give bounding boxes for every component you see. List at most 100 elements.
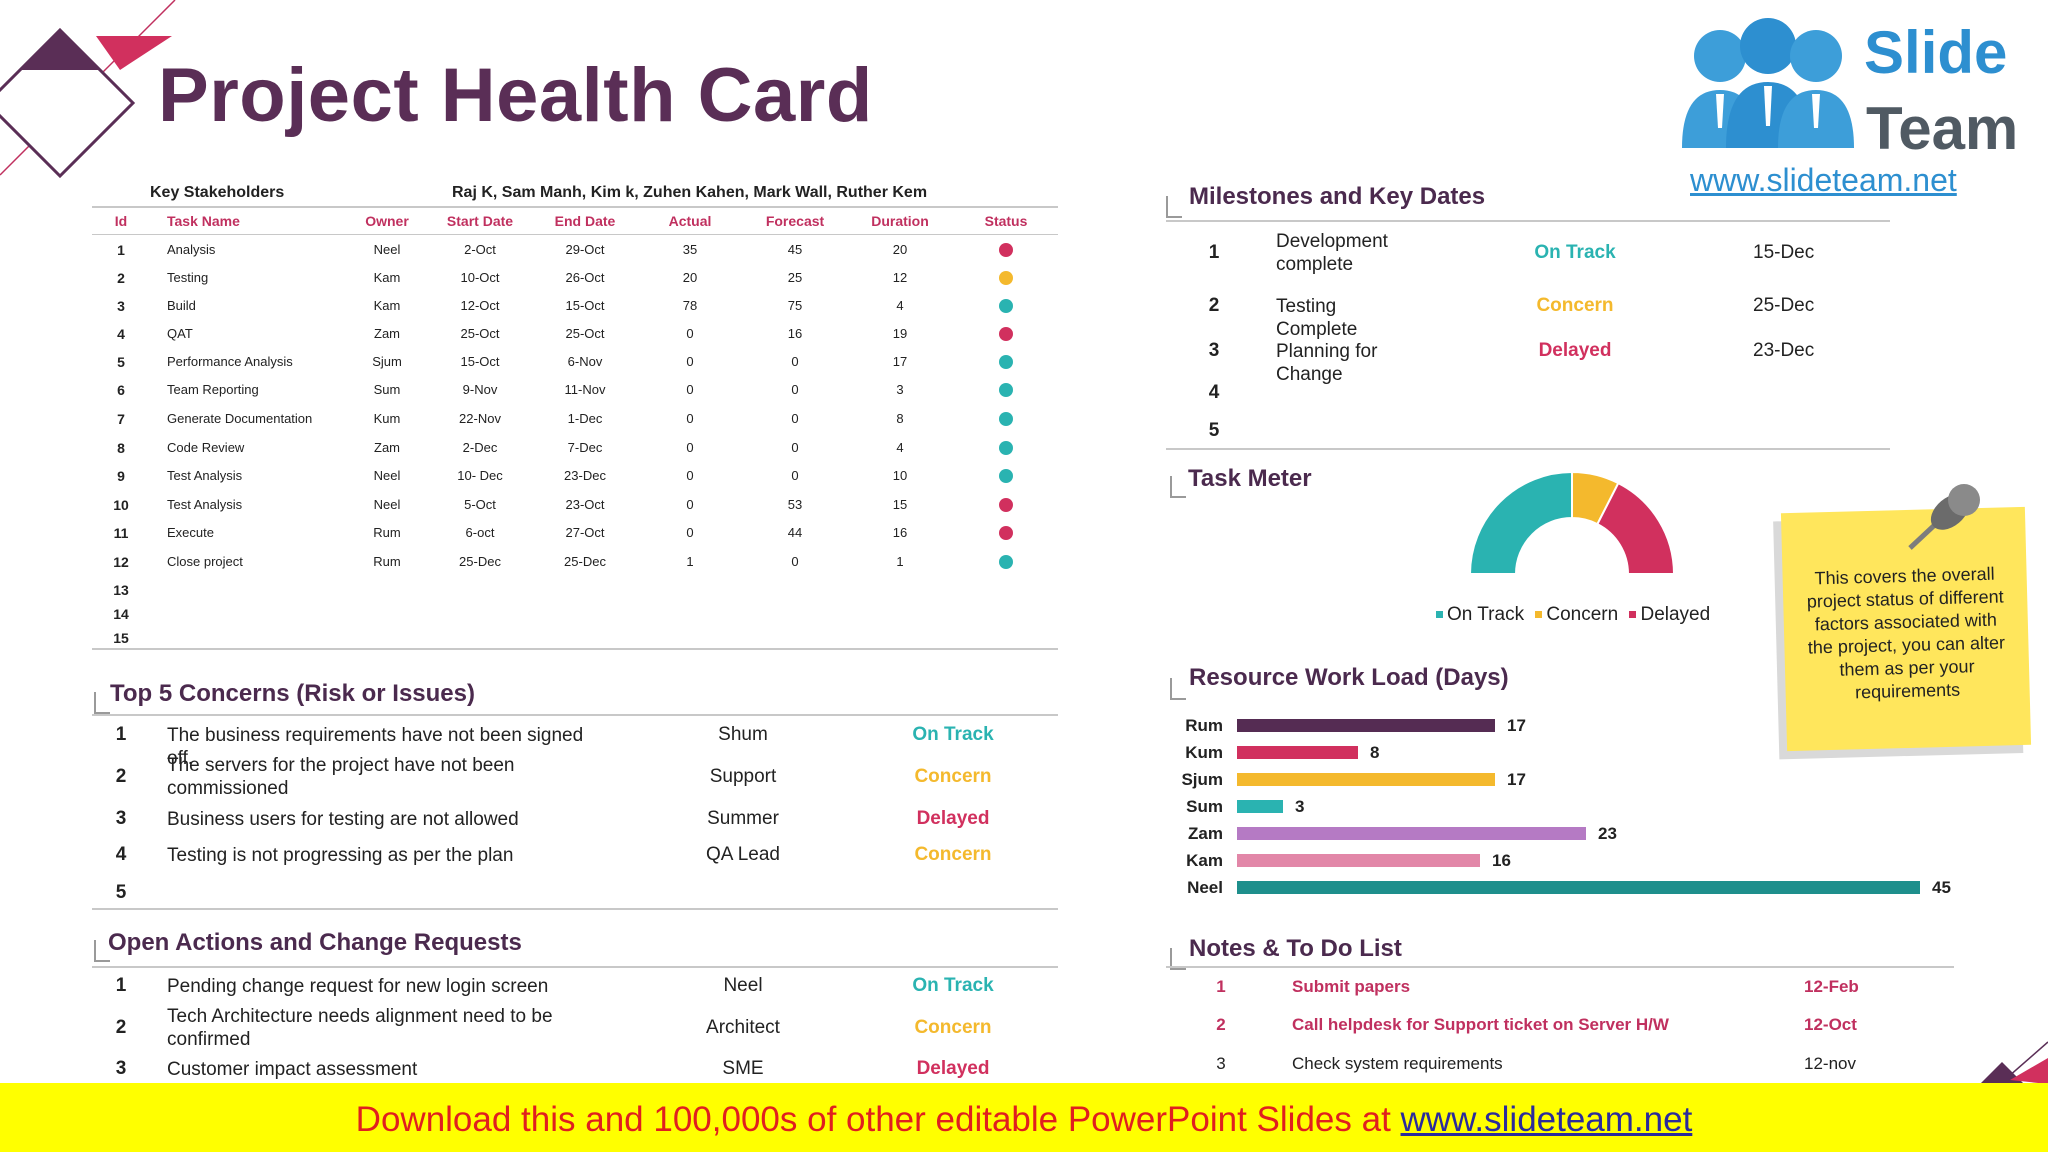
workload-bar xyxy=(1237,854,1480,867)
status-dot xyxy=(999,469,1013,483)
workload-value: 3 xyxy=(1295,797,1305,816)
task-start: 9-Nov xyxy=(462,382,498,397)
action-owner: SME xyxy=(722,1058,764,1079)
action-text: Tech Architecture needs alignment need t… xyxy=(167,1006,553,1050)
page-title: Project Health Card xyxy=(158,53,873,138)
task-name: Generate Documentation xyxy=(167,411,313,426)
concern-id: 3 xyxy=(115,808,127,829)
column-header: Task Name xyxy=(167,213,240,229)
status-dot xyxy=(999,526,1013,540)
task-owner: Kum xyxy=(373,411,401,426)
concern-status: Concern xyxy=(914,766,992,787)
divider xyxy=(1166,448,1890,450)
task-id: 2 xyxy=(117,270,125,286)
concern-status: Concern xyxy=(914,844,992,865)
task-duration: 1 xyxy=(896,554,904,569)
task-meter-title: Task Meter xyxy=(1188,465,1312,492)
divider xyxy=(92,206,1058,208)
milestone-status: Concern xyxy=(1536,295,1614,316)
task-actual: 1 xyxy=(686,554,694,569)
workload-value: 17 xyxy=(1507,770,1526,789)
workload-category: Sum xyxy=(1186,797,1223,816)
concern-id: 4 xyxy=(115,844,127,865)
action-status: Delayed xyxy=(916,1058,990,1079)
section-bracket xyxy=(94,940,110,962)
concern-id: 5 xyxy=(115,882,127,903)
workload-category: Rum xyxy=(1185,716,1223,735)
concern-owner: QA Lead xyxy=(706,844,780,865)
task-actual: 0 xyxy=(686,326,694,341)
workload-category: Neel xyxy=(1187,878,1223,897)
divider xyxy=(92,714,1058,716)
task-end: 29-Oct xyxy=(565,242,605,257)
task-owner: Neel xyxy=(373,468,401,483)
section-bracket xyxy=(94,692,110,714)
concern-status: On Track xyxy=(912,724,994,745)
column-header: Forecast xyxy=(765,213,825,229)
note-text: Submit papers xyxy=(1292,977,1411,996)
status-dot xyxy=(999,498,1013,512)
legend-on-track: On Track xyxy=(1447,604,1525,625)
task-end: 26-Oct xyxy=(565,270,605,285)
task-end: 15-Oct xyxy=(565,298,605,313)
task-actual: 20 xyxy=(682,270,698,285)
milestone-id: 2 xyxy=(1208,295,1220,316)
milestone-date: 23-Dec xyxy=(1753,340,1815,361)
task-actual: 0 xyxy=(686,440,694,455)
meter-slice-delayed xyxy=(1596,481,1676,575)
task-start: 15-Oct xyxy=(460,354,500,369)
stakeholders-value: Raj K, Sam Manh, Kim k, Zuhen Kahen, Mar… xyxy=(452,184,928,201)
note-text: Call helpdesk for Support ticket on Serv… xyxy=(1292,1015,1669,1034)
column-header: Start Date xyxy=(446,213,514,229)
task-forecast: 0 xyxy=(791,554,799,569)
concern-text: The servers for the project have not bee… xyxy=(167,755,515,799)
task-start: 12-Oct xyxy=(460,298,500,313)
corner-decoration xyxy=(0,0,176,179)
task-duration: 15 xyxy=(892,497,908,512)
milestone-status: Delayed xyxy=(1538,340,1612,361)
action-id: 3 xyxy=(115,1058,127,1079)
task-duration: 4 xyxy=(896,440,904,455)
logo-url[interactable]: www.slideteam.net xyxy=(1690,162,1957,198)
concern-id: 2 xyxy=(115,766,127,787)
column-header: End Date xyxy=(554,213,616,229)
milestone-id: 3 xyxy=(1208,340,1220,361)
workload-value: 8 xyxy=(1370,743,1380,762)
legend-delayed: Delayed xyxy=(1640,604,1711,625)
actions-title: Open Actions and Change Requests xyxy=(108,929,522,956)
task-actual: 78 xyxy=(682,298,698,313)
task-id: 3 xyxy=(117,298,125,314)
legend-swatch-concern xyxy=(1535,611,1543,619)
task-end: 27-Oct xyxy=(565,525,605,540)
task-end: 7-Dec xyxy=(567,440,603,455)
task-owner: Rum xyxy=(373,554,401,569)
note-date: 12-nov xyxy=(1804,1054,1856,1073)
legend-swatch-delayed xyxy=(1629,611,1637,619)
workload-value: 16 xyxy=(1492,851,1511,870)
task-end: 23-Oct xyxy=(565,497,605,512)
concern-owner: Shum xyxy=(718,724,768,745)
concern-text: Testing is not progressing as per the pl… xyxy=(167,845,514,866)
milestone-id: 4 xyxy=(1208,382,1220,403)
download-banner-link[interactable]: www.slideteam.net xyxy=(1400,1100,1693,1139)
task-end: 25-Dec xyxy=(564,554,606,569)
section-bracket xyxy=(1170,678,1186,700)
action-id: 2 xyxy=(115,1017,127,1038)
task-owner: Zam xyxy=(374,326,400,341)
task-start: 2-Oct xyxy=(464,242,496,257)
task-owner: Kam xyxy=(373,298,401,313)
task-id: 10 xyxy=(113,497,129,513)
task-forecast: 16 xyxy=(787,326,803,341)
task-start: 25-Oct xyxy=(460,326,500,341)
legend-swatch-on-track xyxy=(1436,611,1443,619)
task-owner: Neel xyxy=(373,242,401,257)
task-end: 6-Nov xyxy=(567,354,603,369)
note-id: 3 xyxy=(1216,1054,1226,1073)
task-id: 13 xyxy=(113,582,129,598)
action-status: On Track xyxy=(912,975,994,996)
task-owner: Zam xyxy=(374,440,400,455)
task-name: Performance Analysis xyxy=(167,354,293,369)
note-date: 12-Feb xyxy=(1804,977,1859,996)
concern-text: Business users for testing are not allow… xyxy=(167,809,519,830)
task-id: 1 xyxy=(117,242,125,258)
